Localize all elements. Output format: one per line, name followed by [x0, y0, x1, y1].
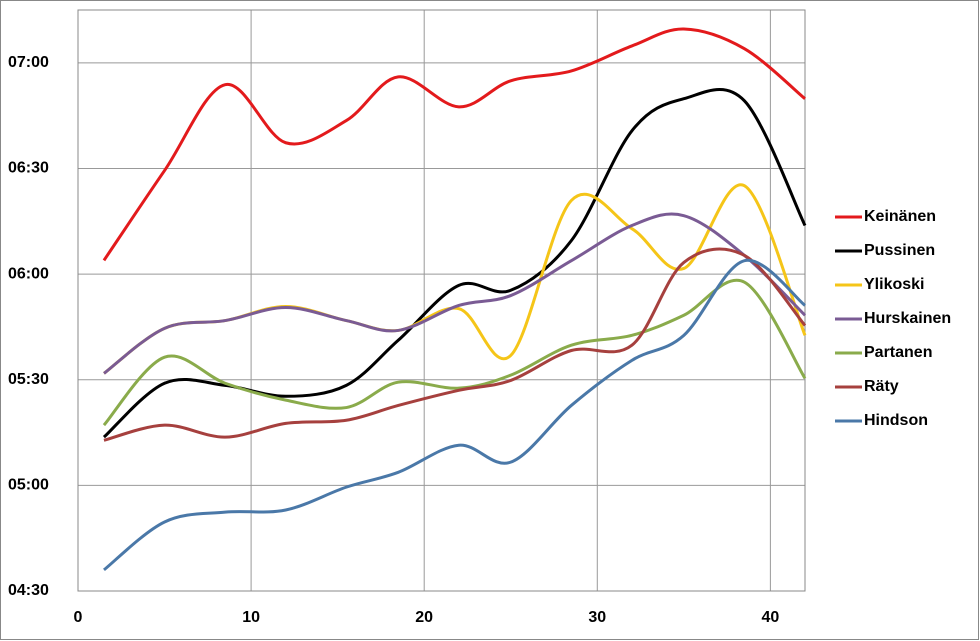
- y-tick-label: 06:30: [8, 160, 49, 177]
- series-line: [102, 278, 807, 427]
- y-tick-label: 04:30: [8, 582, 49, 599]
- legend-label: Partanen: [864, 344, 932, 361]
- plot-frame: [77, 9, 806, 592]
- legend-label: Keinänen: [864, 208, 936, 225]
- x-tick-label: 0: [74, 609, 83, 626]
- x-tick-label: 10: [242, 609, 260, 626]
- series-line: [103, 259, 806, 572]
- y-tick-label: 07:00: [8, 54, 49, 71]
- x-tick-label: 40: [761, 609, 779, 626]
- legend-label: Hindson: [864, 412, 928, 429]
- legend-label: Hurskainen: [864, 310, 951, 327]
- y-tick-label: 05:00: [8, 477, 49, 494]
- y-tick-label: 06:00: [8, 265, 49, 282]
- series-line: [103, 247, 807, 442]
- series-line: [102, 88, 807, 439]
- legend-label: Ylikoski: [864, 276, 924, 293]
- x-tick-label: 20: [415, 609, 433, 626]
- y-tick-label: 05:30: [8, 371, 49, 388]
- legend-label: Räty: [864, 378, 899, 395]
- series-line: [103, 212, 807, 375]
- x-tick-label: 30: [588, 609, 606, 626]
- series-line: [102, 27, 806, 262]
- legend-label: Pussinen: [864, 242, 935, 259]
